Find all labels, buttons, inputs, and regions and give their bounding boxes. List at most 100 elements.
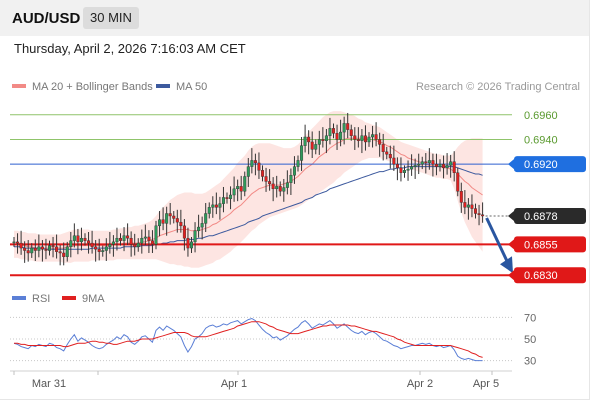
- candle-body: [253, 160, 257, 164]
- candle-body: [378, 139, 382, 145]
- level-tag-label-0.6920: 0.6920: [524, 159, 558, 171]
- candle-body: [360, 135, 364, 141]
- timeframe-button[interactable]: 30 MIN: [83, 7, 139, 29]
- candle-body: [424, 161, 428, 164]
- candle-body: [140, 237, 144, 244]
- candle-body: [342, 123, 346, 133]
- candle-body: [218, 203, 222, 208]
- candle-body: [356, 139, 360, 141]
- candle-body: [459, 191, 463, 203]
- candle-body: [12, 241, 16, 244]
- candle-body: [211, 204, 215, 208]
- candle-body: [349, 129, 353, 136]
- candle-body: [122, 235, 126, 241]
- candle-body: [374, 134, 378, 140]
- price-levels: [10, 114, 512, 277]
- candle-body: [161, 219, 165, 224]
- candle-body: [136, 242, 140, 248]
- candle-body: [335, 133, 339, 140]
- candle-body: [221, 197, 225, 204]
- symbol-title: AUD/USD: [12, 10, 81, 27]
- candle-body: [16, 241, 20, 244]
- candle-body: [367, 136, 371, 143]
- rsi-series-9ma: [14, 321, 483, 358]
- candle-body: [200, 223, 204, 228]
- rsi-legend: RSI 9MA: [12, 293, 105, 305]
- forecast-arrow-head: [500, 256, 513, 274]
- candle-body: [37, 246, 41, 251]
- candle-body: [314, 144, 318, 150]
- candle-body: [413, 165, 417, 167]
- candle-body: [399, 167, 403, 173]
- candle-body: [292, 166, 296, 176]
- candle-body: [332, 128, 336, 134]
- candle-body: [371, 134, 375, 138]
- candle-body: [115, 237, 119, 243]
- candle-body: [87, 240, 91, 244]
- candle-body: [282, 187, 286, 192]
- ma50-legend-label: MA 50: [176, 81, 207, 93]
- candle-body: [79, 237, 83, 243]
- candle-body: [197, 226, 201, 231]
- candle-body: [76, 235, 80, 243]
- rsi-tick-label: 50: [524, 334, 536, 346]
- candle-body: [108, 244, 112, 248]
- candle-body: [328, 128, 332, 136]
- candle-body: [168, 213, 172, 217]
- price-tags: 0.6960 0.6940 0.6920 0.6878 0.6855 0.6830: [508, 110, 586, 284]
- candle-body: [264, 176, 268, 182]
- candle-body: [133, 244, 137, 248]
- candle-body: [296, 160, 300, 167]
- candle-body: [363, 135, 367, 143]
- candle-body: [239, 186, 243, 192]
- ma20-legend-label: MA 20 + Bollinger Bands: [32, 81, 153, 93]
- datetime-label: Thursday, April 2, 2026 7:16:03 AM CET: [14, 41, 246, 56]
- candle-body: [69, 240, 73, 248]
- candle-body: [33, 247, 37, 251]
- candle-body: [466, 204, 470, 208]
- level-tag-pointer-0.6878: [508, 210, 514, 221]
- candle-body: [246, 166, 250, 177]
- candle-body: [154, 225, 158, 245]
- candle-body: [158, 219, 162, 227]
- candle-body: [236, 186, 240, 190]
- candle-body: [26, 250, 30, 254]
- forecast-arrow-shaft: [485, 217, 510, 264]
- candle-body: [19, 242, 23, 249]
- candle-body: [179, 221, 183, 227]
- candle-body: [58, 251, 62, 254]
- level-tag-pointer-0.6920: [508, 159, 514, 170]
- candle-body: [381, 144, 385, 153]
- credit-label: Research © 2026 Trading Central: [416, 81, 580, 93]
- candle-body: [126, 235, 130, 239]
- candle-body: [477, 213, 481, 215]
- candle-body: [339, 131, 343, 140]
- candle-body: [182, 225, 186, 239]
- candle-body: [388, 154, 392, 159]
- time-tick-label: Apr 2: [407, 378, 433, 390]
- rsi-series-rsi: [13, 317, 483, 362]
- level-tag-pointer-0.6855: [508, 239, 514, 250]
- candle-body: [250, 160, 254, 167]
- candle-body: [438, 163, 442, 167]
- time-tick-label: Apr 5: [473, 378, 499, 390]
- candle-body: [289, 175, 293, 183]
- level-tag-0.6830: [514, 267, 586, 284]
- candle-body: [111, 241, 115, 245]
- time-axis: Mar 31 Apr 1 Apr 2 Apr 5: [13, 371, 499, 390]
- rsi-tick-label: 30: [524, 356, 536, 368]
- candle-body: [470, 204, 474, 209]
- candle-body: [406, 168, 410, 171]
- rsi-ma-legend-swatch: [62, 296, 76, 300]
- candle-body: [150, 240, 154, 245]
- rsi-panel: 70 50 30: [10, 312, 536, 368]
- level-tag-pointer-0.6830: [508, 270, 514, 281]
- candle-body: [90, 242, 94, 248]
- candle-body: [456, 172, 460, 192]
- candle-body: [172, 215, 176, 219]
- candle-body: [72, 235, 76, 241]
- candle-body: [452, 161, 456, 173]
- candle-body: [143, 236, 147, 239]
- candle-body: [395, 163, 399, 169]
- candle-body: [214, 204, 218, 208]
